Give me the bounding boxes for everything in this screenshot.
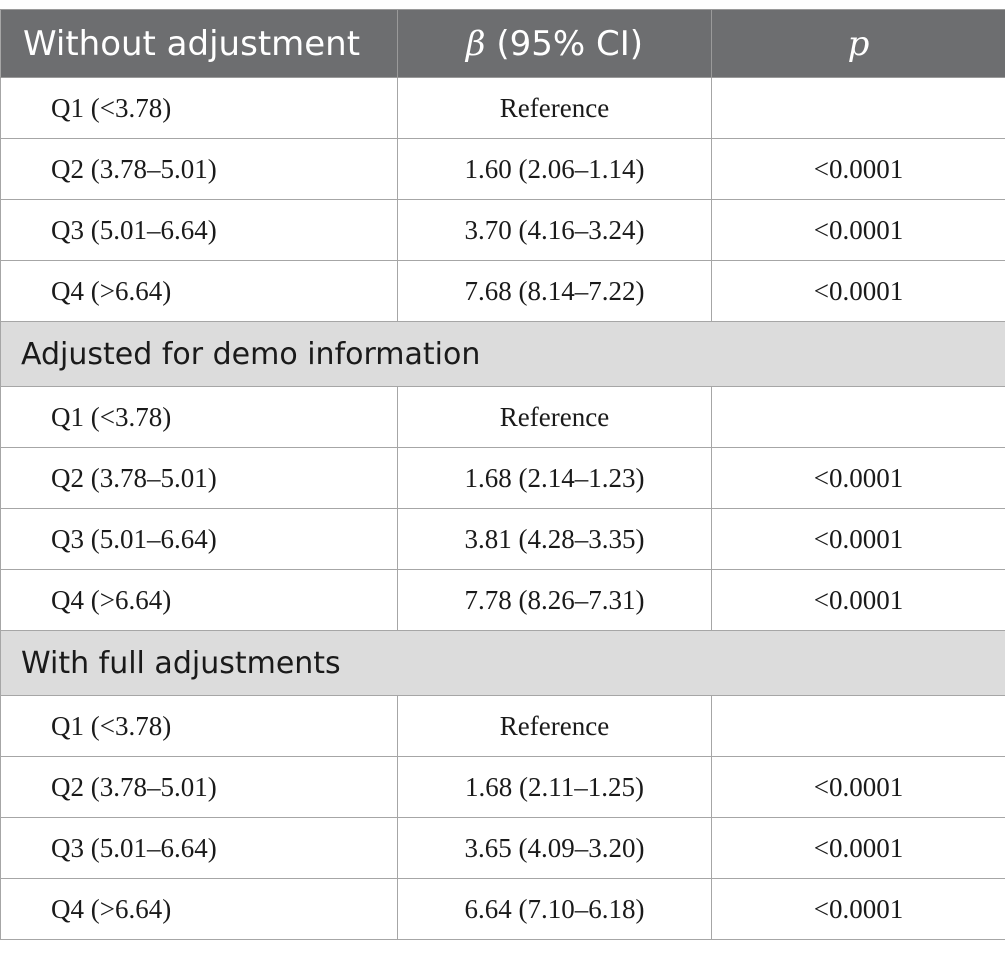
beta-value: Reference [397, 77, 712, 139]
table-row: Q1 (<3.78) Reference [0, 695, 1005, 757]
table-row: Q2 (3.78–5.01) 1.60 (2.06–1.14) <0.0001 [0, 138, 1005, 200]
table-row: Q2 (3.78–5.01) 1.68 (2.14–1.23) <0.0001 [0, 447, 1005, 509]
row-label: Q1 (<3.78) [0, 695, 398, 757]
row-label: Q4 (>6.64) [0, 878, 398, 940]
section-header-row: With full adjustments [0, 630, 1005, 696]
results-table-container: Without adjustment β (95% CI) p Q1 (<3.7… [0, 9, 1005, 940]
row-label: Q1 (<3.78) [0, 386, 398, 448]
header-model: Without adjustment [0, 9, 398, 78]
beta-value: 3.81 (4.28–3.35) [397, 508, 712, 570]
table-row: Q4 (>6.64) 6.64 (7.10–6.18) <0.0001 [0, 878, 1005, 940]
table-row: Q4 (>6.64) 7.68 (8.14–7.22) <0.0001 [0, 260, 1005, 322]
beta-value: 1.60 (2.06–1.14) [397, 138, 712, 200]
header-row: Without adjustment β (95% CI) p [0, 9, 1005, 78]
table-header: Without adjustment β (95% CI) p [0, 9, 1005, 78]
p-value [711, 77, 1005, 139]
p-value [711, 695, 1005, 757]
results-table: Without adjustment β (95% CI) p Q1 (<3.7… [0, 9, 1005, 940]
section-header-row: Adjusted for demo information [0, 321, 1005, 387]
row-label: Q2 (3.78–5.01) [0, 138, 398, 200]
table-row: Q3 (5.01–6.64) 3.65 (4.09–3.20) <0.0001 [0, 817, 1005, 879]
table-row: Q3 (5.01–6.64) 3.70 (4.16–3.24) <0.0001 [0, 199, 1005, 261]
row-label: Q4 (>6.64) [0, 260, 398, 322]
p-value: <0.0001 [711, 756, 1005, 818]
header-p-value: p [711, 9, 1005, 78]
table-row: Q2 (3.78–5.01) 1.68 (2.11–1.25) <0.0001 [0, 756, 1005, 818]
beta-value: 3.70 (4.16–3.24) [397, 199, 712, 261]
beta-value: 1.68 (2.11–1.25) [397, 756, 712, 818]
beta-value: 1.68 (2.14–1.23) [397, 447, 712, 509]
p-symbol: p [847, 23, 870, 64]
table-row: Q3 (5.01–6.64) 3.81 (4.28–3.35) <0.0001 [0, 508, 1005, 570]
beta-symbol: β [465, 23, 486, 64]
row-label: Q4 (>6.64) [0, 569, 398, 631]
row-label: Q1 (<3.78) [0, 77, 398, 139]
section-title: With full adjustments [0, 630, 1005, 696]
beta-value: Reference [397, 695, 712, 757]
header-ci-label: (95% CI) [485, 23, 644, 64]
section-title: Adjusted for demo information [0, 321, 1005, 387]
row-label: Q2 (3.78–5.01) [0, 447, 398, 509]
p-value: <0.0001 [711, 569, 1005, 631]
row-label: Q3 (5.01–6.64) [0, 508, 398, 570]
p-value: <0.0001 [711, 447, 1005, 509]
table-row: Q4 (>6.64) 7.78 (8.26–7.31) <0.0001 [0, 569, 1005, 631]
beta-value: 6.64 (7.10–6.18) [397, 878, 712, 940]
p-value: <0.0001 [711, 508, 1005, 570]
table-body: Q1 (<3.78) Reference Q2 (3.78–5.01) 1.60… [0, 77, 1005, 940]
beta-value: 7.68 (8.14–7.22) [397, 260, 712, 322]
p-value: <0.0001 [711, 199, 1005, 261]
beta-value: 3.65 (4.09–3.20) [397, 817, 712, 879]
table-row: Q1 (<3.78) Reference [0, 386, 1005, 448]
row-label: Q3 (5.01–6.64) [0, 199, 398, 261]
p-value: <0.0001 [711, 260, 1005, 322]
row-label: Q2 (3.78–5.01) [0, 756, 398, 818]
p-value [711, 386, 1005, 448]
beta-value: 7.78 (8.26–7.31) [397, 569, 712, 631]
header-beta-ci: β (95% CI) [397, 9, 712, 78]
table-row: Q1 (<3.78) Reference [0, 77, 1005, 139]
p-value: <0.0001 [711, 817, 1005, 879]
beta-value: Reference [397, 386, 712, 448]
p-value: <0.0001 [711, 138, 1005, 200]
p-value: <0.0001 [711, 878, 1005, 940]
row-label: Q3 (5.01–6.64) [0, 817, 398, 879]
